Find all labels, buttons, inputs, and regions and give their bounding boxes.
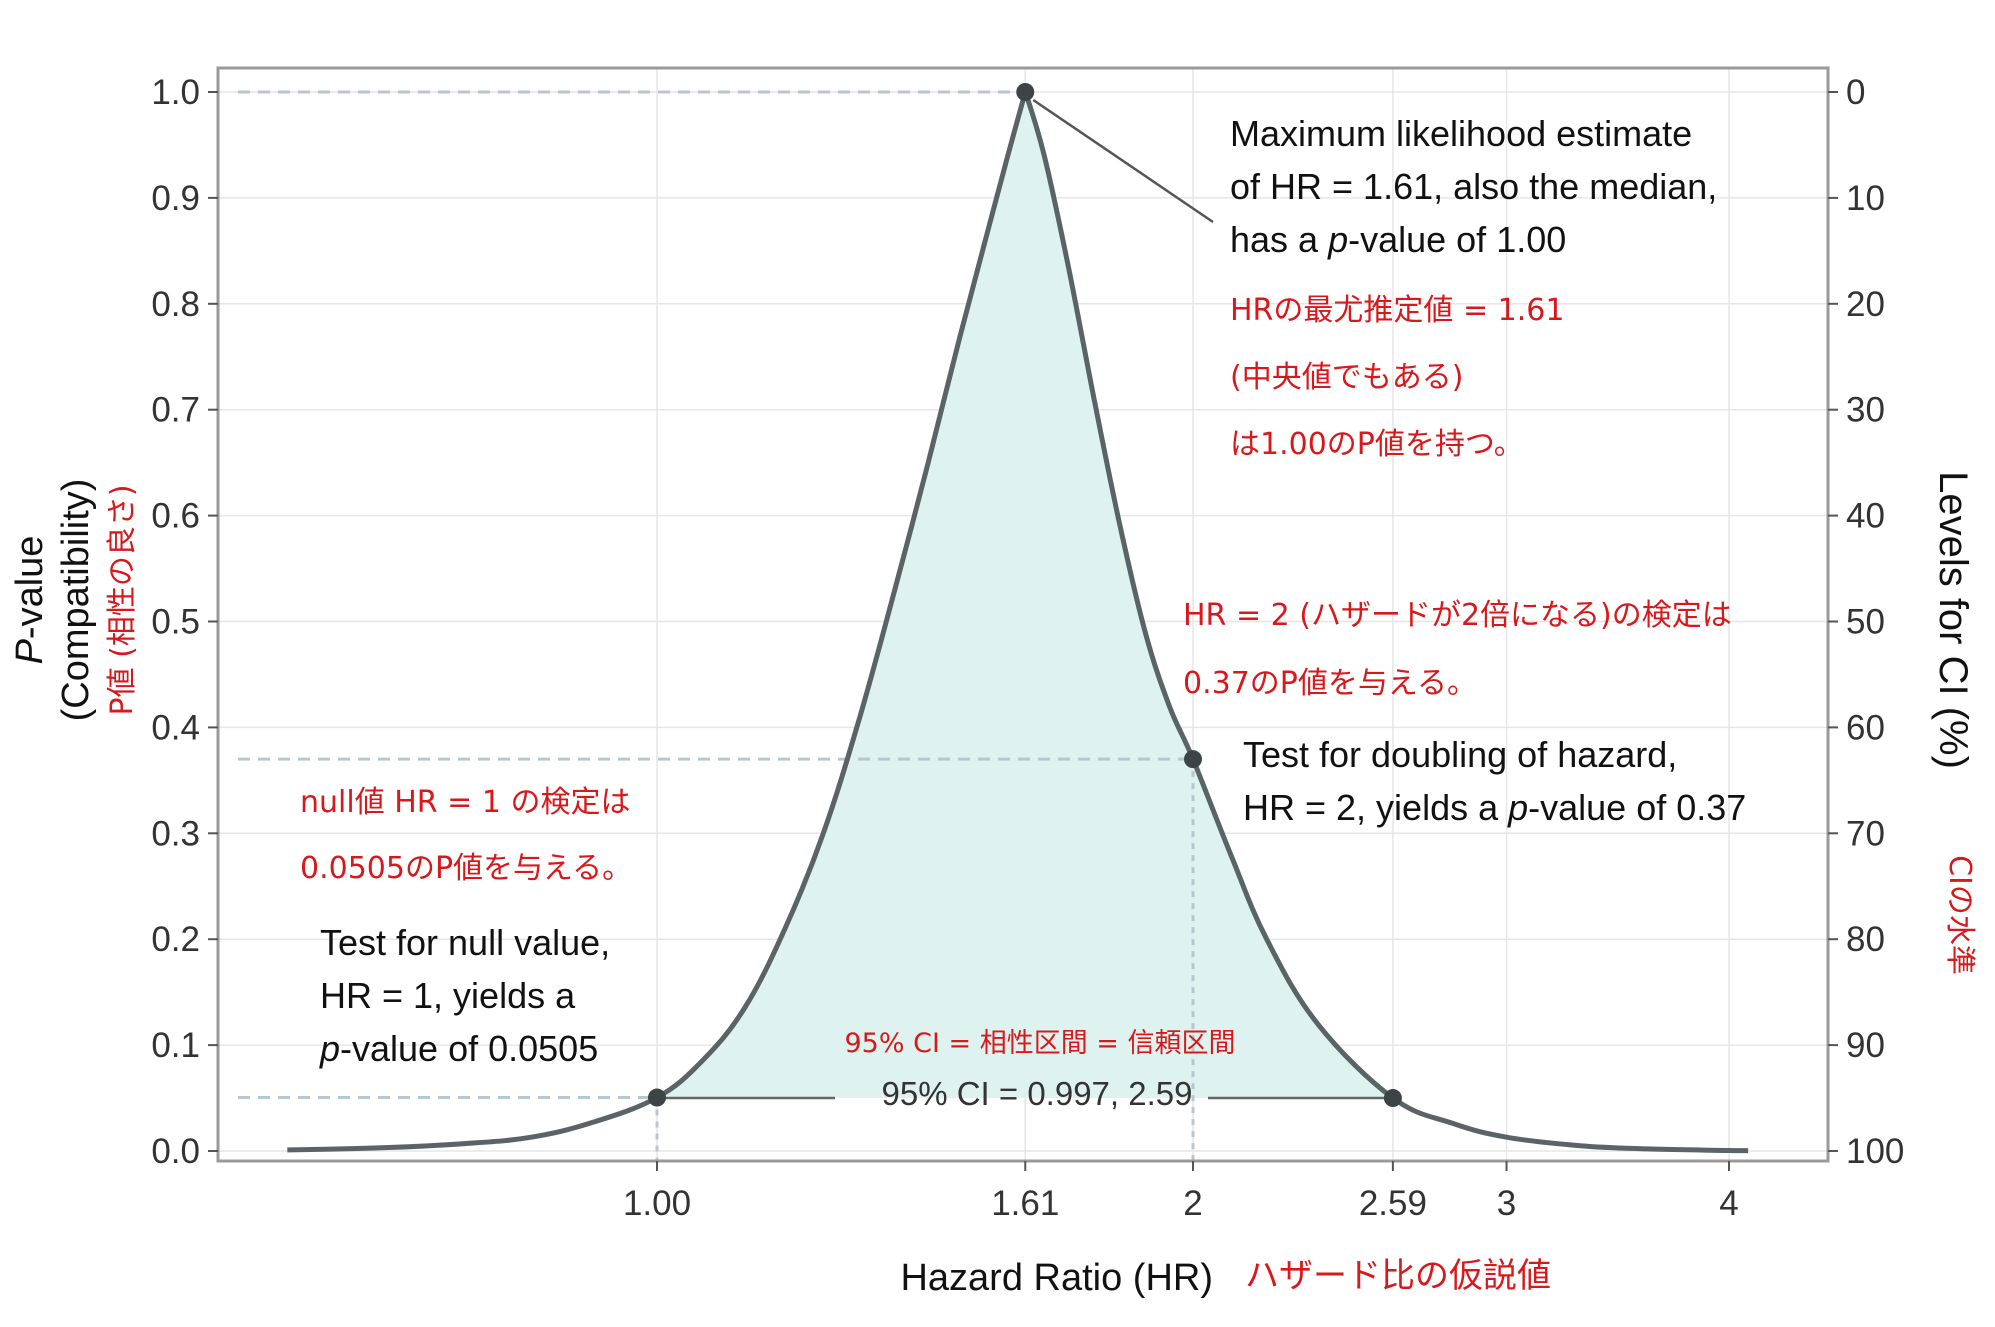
ci-annotation-jp: 95% CI = 相性区間 = 信頼区間 xyxy=(845,1028,1236,1059)
y2-tick-label: 100 xyxy=(1846,1132,1904,1171)
y2-tick-label: 70 xyxy=(1846,814,1885,853)
x-tick-label: 1.61 xyxy=(991,1184,1059,1223)
y-tick-label: 0.4 xyxy=(151,708,200,747)
y-tick-label: 0.3 xyxy=(151,814,200,853)
y-tick-label: 0.1 xyxy=(151,1026,200,1065)
null-annotation: null値 HR = 1 の検定は 0.0505のP値を与える。 Test fo… xyxy=(300,785,632,1069)
reference-guides xyxy=(238,90,1195,1161)
y2-tick-label: 90 xyxy=(1846,1026,1885,1065)
x-axis-title: Hazard Ratio (HR) xyxy=(900,1257,1213,1299)
y2-tick-label: 50 xyxy=(1846,603,1885,642)
data-point xyxy=(1383,1089,1402,1108)
y-tick-label: 0.2 xyxy=(151,920,200,959)
y-tick-label: 1.0 xyxy=(151,73,200,112)
doubling-annotation: HR = 2 (ハザードが2倍になる)の検定は 0.37のP値を与える。 Tes… xyxy=(1183,598,1746,828)
y2-tick-label: 30 xyxy=(1846,391,1885,430)
y-tick-label: 0.6 xyxy=(151,497,200,536)
mle-annotation-line3: has a p-value of 1.00 xyxy=(1230,219,1566,260)
data-point xyxy=(648,1088,666,1107)
y-axis-title-jp: P値 (相性の良さ) xyxy=(105,484,140,715)
y2-tick-label: 0 xyxy=(1846,73,1865,112)
data-point xyxy=(1184,750,1202,769)
mle-annotation-jp2: (中央値でもある) xyxy=(1230,360,1463,395)
mle-annotation-line2: of HR = 1.61, also the median, xyxy=(1230,166,1717,207)
x-tick-label: 2.59 xyxy=(1359,1184,1427,1223)
y2-axis-title-jp: CIの水準 xyxy=(1942,855,1977,975)
null-annotation-jp1: null値 HR = 1 の検定は xyxy=(300,785,630,820)
y2-tick-label: 80 xyxy=(1846,920,1885,959)
x-tick-label: 2 xyxy=(1183,1184,1202,1223)
y-axis-title: P-value (Compatibility) xyxy=(9,479,97,722)
mle-annotation-jp1: HRの最尤推定値 = 1.61 xyxy=(1230,293,1564,328)
plot-frame xyxy=(216,66,1830,1163)
null-annotation-jp2: 0.0505のP値を与える。 xyxy=(300,851,632,886)
y-tick-label: 0.8 xyxy=(151,285,200,324)
x-axis-title-jp: ハザード比の仮説値 xyxy=(1245,1256,1551,1296)
mle-annotation-line1: Maximum likelihood estimate xyxy=(1230,113,1692,154)
y2-tick-label: 10 xyxy=(1846,179,1885,218)
y-tick-label: 0.9 xyxy=(151,179,200,218)
y-axis-title-line1: P-value xyxy=(9,536,51,665)
compatibility-area xyxy=(655,92,1393,1099)
y2-axis-title: Levels for CI (%) xyxy=(1931,471,1975,769)
x-axis-ticks: 1.00 1.61 2 2.59 3 4 xyxy=(623,1161,1739,1223)
x-tick-label: 3 xyxy=(1497,1184,1516,1223)
x-tick-label: 4 xyxy=(1719,1184,1738,1223)
mle-annotation: Maximum likelihood estimate of HR = 1.61… xyxy=(1230,113,1717,462)
doubling-annotation-line2: HR = 2, yields a p-value of 0.37 xyxy=(1243,787,1746,828)
y-tick-label: 0.5 xyxy=(151,603,200,642)
highlighted-points xyxy=(648,83,1402,1108)
y2-tick-label: 20 xyxy=(1846,285,1885,324)
doubling-annotation-jp1: HR = 2 (ハザードが2倍になる)の検定は xyxy=(1183,598,1732,633)
null-annotation-line1: Test for null value, xyxy=(320,922,610,963)
y-tick-label: 0.7 xyxy=(151,391,200,430)
data-point xyxy=(1016,83,1035,101)
y2-tick-label: 60 xyxy=(1846,708,1885,747)
mle-annotation-jp3: は1.00のP値を持つ。 xyxy=(1230,427,1524,462)
y-tick-label: 0.0 xyxy=(151,1132,200,1171)
doubling-annotation-line1: Test for doubling of hazard, xyxy=(1243,734,1677,775)
mle-leader-line xyxy=(1032,98,1214,224)
null-annotation-line2: HR = 1, yields a xyxy=(320,975,576,1016)
y-axis-ticks: 0.0 0.1 0.2 0.3 0.4 0.5 0.6 0.7 0.8 0.9 1.0 xyxy=(151,73,218,1171)
null-annotation-line3: p-value of 0.0505 xyxy=(319,1028,598,1069)
y2-axis-ticks: 0 10 20 30 40 50 60 70 80 90 100 xyxy=(1828,73,1904,1171)
x-tick-label: 1.00 xyxy=(623,1184,691,1223)
ci-label: 95% CI = 0.997, 2.59 xyxy=(882,1075,1193,1112)
y2-tick-label: 40 xyxy=(1846,497,1885,536)
doubling-annotation-jp2: 0.37のP値を与える。 xyxy=(1183,666,1477,701)
y-axis-title-line2: (Compatibility) xyxy=(55,479,97,722)
